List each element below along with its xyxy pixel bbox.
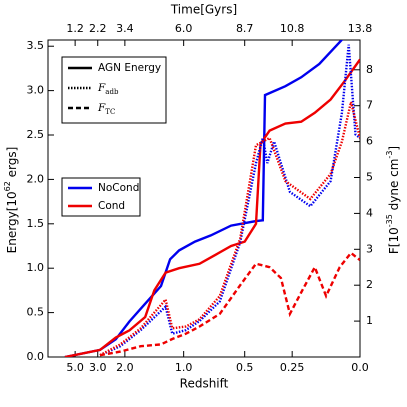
top-axis-label: Time[Gyrs]	[170, 3, 237, 17]
y-tick-label: 0.5	[27, 306, 45, 319]
x-tick-label: 2.0	[116, 361, 134, 374]
y2-tick-label: 4	[366, 206, 373, 219]
y-tick-label: 3.0	[27, 84, 45, 97]
plot-lines	[64, 40, 360, 357]
y-axis-label-part: 62	[3, 181, 12, 191]
legend-label: Cond	[98, 200, 125, 212]
series-line	[64, 40, 344, 357]
y2-axis-label-part: -35	[385, 214, 394, 227]
top-tick-label: 1.2	[66, 22, 84, 35]
y-axis-label-part: ergs]	[5, 147, 19, 181]
series-line	[99, 251, 360, 357]
y2-tick-label: 8	[366, 63, 373, 76]
legend-label: Fadb	[97, 82, 119, 96]
series-line	[99, 44, 360, 357]
legend-label: AGN Energy	[98, 62, 161, 74]
plot-frame	[47, 39, 361, 358]
y-axis-label: Energy[1062 ergs]	[3, 147, 19, 254]
legend-label: FTC	[97, 102, 115, 116]
y2-axis-label: F[10-35 dyne cm-3]	[385, 146, 401, 254]
y2-tick-label: 5	[366, 170, 373, 183]
x-tick-label: 0.0	[351, 361, 369, 374]
top-tick-label: 6.0	[175, 22, 193, 35]
legend-sub: adb	[105, 88, 119, 96]
y2-tick-label: 3	[366, 242, 373, 255]
top-tick-label: 10.8	[280, 22, 305, 35]
y-tick-label: 1.0	[27, 261, 45, 274]
x-axis-label: Redshift	[180, 377, 229, 391]
legend-text: F	[97, 102, 106, 114]
top-tick-label: 3.4	[116, 22, 134, 35]
y2-axis-label-part: ]	[387, 146, 401, 151]
y2-tick-label: 2	[366, 278, 373, 291]
x-tick-label: 5.0	[66, 361, 84, 374]
x-tick-label: 0.5	[236, 361, 254, 374]
legend-text: F	[97, 82, 106, 94]
legend-sub: TC	[105, 108, 115, 116]
y2-axis-label-part: F[10	[387, 227, 401, 254]
y-axis-label-part: Energy[10	[5, 191, 19, 253]
color-legend	[61, 177, 141, 217]
legend-label: NoCond	[98, 182, 139, 194]
y-tick-label: 2.0	[27, 172, 45, 185]
series-line	[64, 58, 360, 357]
y-tick-label: 3.5	[27, 39, 45, 52]
x-tick-label: 0.25	[280, 361, 305, 374]
legend-text: AGN Energy	[98, 62, 161, 74]
y2-tick-label: 6	[366, 135, 373, 148]
x-tick-label: 1.0	[175, 361, 193, 374]
x-tick-label: 3.0	[89, 361, 107, 374]
top-tick-label: 13.8	[348, 22, 373, 35]
y2-tick-label: 1	[366, 314, 373, 327]
y-tick-label: 0.0	[27, 350, 45, 363]
series-line	[99, 101, 360, 357]
style-legend	[61, 56, 167, 124]
y2-axis-label-part: -3	[385, 151, 394, 159]
top-tick-label: 2.2	[89, 22, 107, 35]
top-tick-label: 8.7	[236, 22, 254, 35]
y2-tick-label: 7	[366, 99, 373, 112]
y-tick-label: 1.5	[27, 217, 45, 230]
y-tick-label: 2.5	[27, 128, 45, 141]
y2-axis-label-part: dyne cm	[387, 159, 401, 215]
